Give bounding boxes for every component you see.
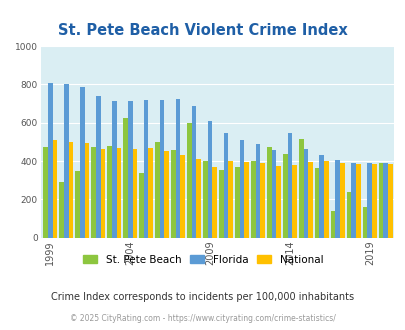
Bar [223, 133, 228, 238]
Bar [123, 118, 128, 238]
Bar [154, 142, 159, 238]
Bar [212, 167, 217, 238]
Bar [159, 100, 164, 238]
Bar [362, 207, 367, 238]
Bar [234, 167, 239, 238]
Bar [79, 87, 84, 238]
Bar [196, 159, 201, 238]
Bar [319, 155, 324, 238]
Bar [218, 170, 223, 238]
Bar [59, 182, 64, 238]
Bar [371, 164, 376, 238]
Bar [111, 101, 116, 238]
Bar [292, 165, 296, 238]
Bar [53, 140, 57, 238]
Bar [324, 161, 328, 238]
Bar [271, 149, 276, 238]
Bar [128, 101, 132, 238]
Bar [351, 163, 355, 238]
Bar [175, 99, 180, 238]
Bar [164, 150, 169, 238]
Bar [202, 161, 207, 238]
Bar [180, 155, 185, 238]
Bar [335, 160, 339, 238]
Bar [116, 148, 121, 238]
Bar [276, 166, 280, 238]
Bar [255, 144, 260, 238]
Text: Crime Index corresponds to incidents per 100,000 inhabitants: Crime Index corresponds to incidents per… [51, 292, 354, 302]
Legend: St. Pete Beach, Florida, National: St. Pete Beach, Florida, National [79, 250, 326, 269]
Bar [207, 121, 212, 238]
Bar [330, 211, 335, 238]
Bar [287, 133, 292, 238]
Bar [64, 84, 68, 238]
Bar [171, 149, 175, 238]
Bar [75, 171, 79, 238]
Bar [148, 148, 153, 238]
Bar [314, 168, 319, 238]
Bar [91, 147, 96, 238]
Bar [100, 148, 105, 238]
Bar [143, 100, 148, 238]
Bar [298, 139, 303, 238]
Bar [346, 192, 351, 238]
Bar [186, 123, 191, 238]
Bar [228, 161, 232, 238]
Bar [367, 163, 371, 238]
Bar [382, 163, 387, 238]
Bar [260, 163, 264, 238]
Bar [68, 142, 73, 238]
Text: © 2025 CityRating.com - https://www.cityrating.com/crime-statistics/: © 2025 CityRating.com - https://www.city… [70, 314, 335, 323]
Bar [239, 140, 244, 238]
Bar [43, 147, 48, 238]
Bar [132, 148, 137, 238]
Bar [303, 148, 307, 238]
Bar [282, 154, 287, 238]
Text: St. Pete Beach Violent Crime Index: St. Pete Beach Violent Crime Index [58, 23, 347, 38]
Bar [355, 164, 360, 238]
Bar [107, 146, 111, 238]
Bar [139, 173, 143, 238]
Bar [387, 164, 392, 238]
Bar [244, 162, 249, 238]
Bar [250, 161, 255, 238]
Bar [191, 106, 196, 238]
Bar [307, 162, 312, 238]
Bar [84, 143, 89, 238]
Bar [48, 82, 53, 238]
Bar [266, 147, 271, 238]
Bar [96, 96, 100, 238]
Bar [378, 163, 382, 238]
Bar [339, 163, 344, 238]
